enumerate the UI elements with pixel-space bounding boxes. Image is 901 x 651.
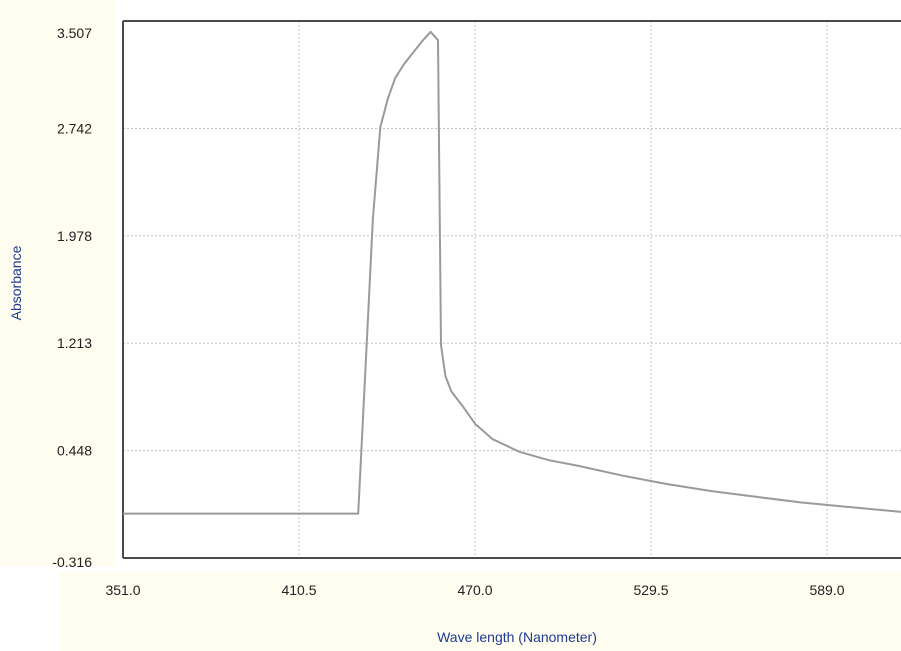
x-tick-label: 589.0 — [809, 582, 844, 598]
y-tick-label: -0.316 — [52, 554, 92, 570]
y-label-panel — [0, 0, 115, 566]
x-axis-title: Wave length (Nanometer) — [437, 629, 597, 645]
x-tick-label: 351.0 — [105, 582, 140, 598]
absorbance-series-line — [123, 30, 901, 515]
grid-lines — [123, 21, 901, 558]
tick-labels: -0.316 0.448 1.213 1.978 2.742 3.507 351.0 410.… — [52, 25, 844, 598]
y-axis-title: Absorbance — [8, 245, 24, 320]
y-tick-label: 1.213 — [57, 335, 92, 351]
x-tick-label: 470.0 — [457, 582, 492, 598]
x-tick-label: 529.5 — [633, 582, 668, 598]
y-tick-label: 3.507 — [57, 25, 92, 41]
y-tick-label: 2.742 — [57, 120, 92, 136]
series-group — [123, 30, 901, 515]
y-tick-label: 1.978 — [57, 228, 92, 244]
plot-frame — [122, 20, 901, 559]
x-label-panel — [60, 572, 901, 651]
y-tick-label: 0.448 — [57, 443, 92, 459]
x-tick-label: 410.5 — [281, 582, 316, 598]
